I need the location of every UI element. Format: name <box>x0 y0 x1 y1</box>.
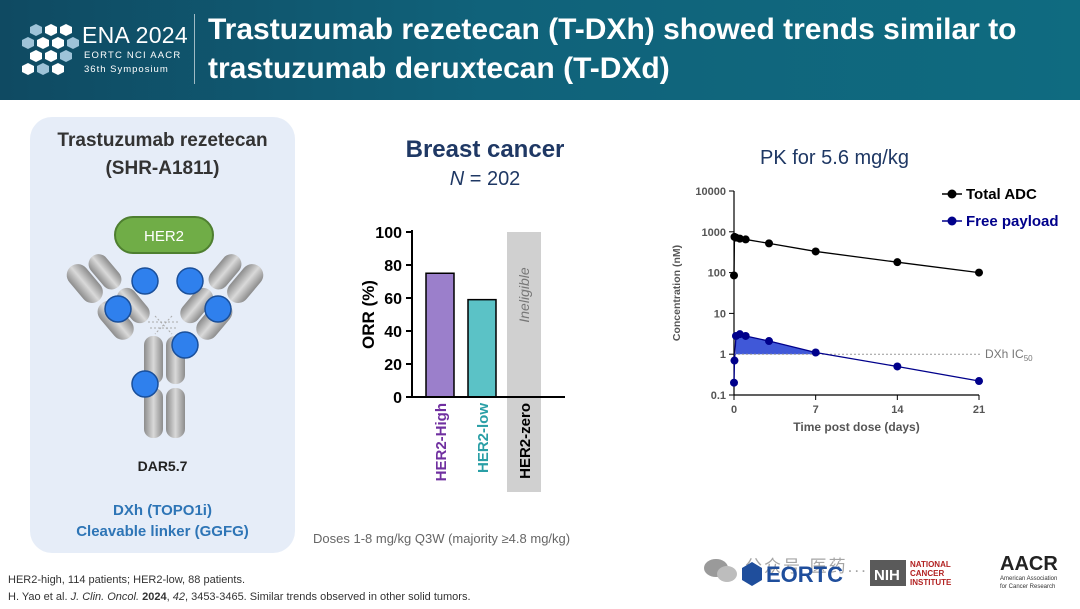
orr-y-tick-label: 100 <box>375 225 402 242</box>
pk-x-tick-label: 7 <box>813 404 819 416</box>
pk-legend-label: Total ADC <box>966 186 1037 203</box>
orr-y-tick-label: 60 <box>384 291 402 308</box>
logo-subtitle: EORTC NCI AACR <box>84 50 182 61</box>
header-bar: ENA 2024 EORTC NCI AACR 36th Symposium T… <box>0 0 1080 100</box>
payload-block: DXh (TOPO1i) Cleavable linker (GGFG) <box>30 500 295 542</box>
antibody-drug-conjugate-icon <box>66 254 264 438</box>
aacr-text: AACR <box>1000 553 1058 575</box>
drug-panel: Trastuzumab rezetecan (SHR-A1811) HER2 <box>30 117 295 553</box>
ref-rest: , 3453-3465. Similar trends observed in … <box>184 591 471 603</box>
ref-authors: H. Yao et al. <box>8 591 71 603</box>
payload-dots-icon <box>104 267 232 398</box>
nci-line-3: INSTITUTE <box>910 578 952 587</box>
orr-category-label: HER2-zero <box>517 403 534 479</box>
orr-bar-ineligible <box>507 232 541 492</box>
pk-point-total-adc <box>975 268 983 277</box>
watermark-text: 公众号·医药... <box>745 557 868 576</box>
orr-n-label: N = 202 <box>380 168 590 191</box>
pk-y-tick-label: 1 <box>720 349 726 361</box>
pk-point-total-adc <box>765 239 773 248</box>
pk-point-free-payload <box>975 377 983 386</box>
payload-label: DXh (TOPO1i) <box>113 502 212 519</box>
orr-y-axis-label: ORR (%) <box>359 280 378 349</box>
orr-bar-chart: 0 20 40 60 80 100 ORR (%) HER2-High HER2-low Inel… <box>359 225 565 492</box>
ena-logo: ENA 2024 EORTC NCI AACR 36th Symposium <box>0 0 200 100</box>
footnote-reference: H. Yao et al. J. Clin. Oncol. 2024, 42, … <box>8 591 471 603</box>
ref-volume: 42 <box>172 591 185 603</box>
pk-x-tick-label: 21 <box>973 404 985 416</box>
logo-symposium: 36th Symposium <box>84 64 169 75</box>
orr-bar <box>467 298 497 398</box>
pk-y-tick-label: 0.1 <box>711 390 726 402</box>
aacr-logo: AACR American Association for Cancer Res… <box>1000 553 1058 590</box>
hexagon-logo-icon <box>22 24 79 75</box>
orr-annotation-ineligible: Ineligible <box>516 267 532 322</box>
n-symbol: N <box>449 168 465 190</box>
aacr-sub-2: for Cancer Research <box>1000 584 1055 590</box>
pk-point-free-payload <box>741 331 750 340</box>
pk-legend-label: Free payload <box>966 213 1059 230</box>
pk-auc-above-ic50 <box>735 334 816 355</box>
dosing-note: Doses 1-8 mg/kg Q3W (majority ≥4.8 mg/kg… <box>313 531 571 546</box>
pk-y-tick-label: 1000 <box>702 227 726 239</box>
partner-logos: EORTC NIH NATIONAL CANCER INSTITUTE AACR… <box>704 553 1058 590</box>
linker-label: Cleavable linker (GGFG) <box>76 523 249 540</box>
orr-y-tick-label: 80 <box>384 258 402 275</box>
pk-point-free-payload <box>730 378 738 387</box>
orr-bar <box>425 272 455 398</box>
nih-text: NIH <box>874 567 900 584</box>
pk-y-tick-label: 10 <box>714 308 726 320</box>
drug-name-block: Trastuzumab rezetecan (SHR-A1811) <box>30 127 295 183</box>
eortc-logo: EORTC <box>742 562 843 587</box>
pk-x-tick-label: 0 <box>731 404 737 416</box>
pk-chart-title: PK for 5.6 mg/kg <box>760 147 909 169</box>
pk-point-total-adc <box>893 258 902 267</box>
eortc-text: EORTC <box>766 562 843 587</box>
pk-x-tick-label: 14 <box>891 404 904 416</box>
pk-point-free-payload <box>765 337 773 346</box>
dar-label: DAR5.7 <box>137 458 188 474</box>
orr-category-label: HER2-High <box>433 403 450 481</box>
aacr-sub-1: American Association <box>1000 576 1057 582</box>
pk-legend-marker <box>947 216 957 226</box>
orr-y-tick-label: 40 <box>384 324 402 341</box>
orr-y-tick-label: 0 <box>393 390 402 407</box>
her2-target-pill: HER2 <box>114 216 214 254</box>
nih-logo: NIH NATIONAL CANCER INSTITUTE <box>870 560 952 587</box>
pk-y-axis-label: Concentration (nM) <box>671 245 683 341</box>
pk-legend-marker <box>947 189 957 199</box>
pk-y-tick-label: 10000 <box>695 186 726 198</box>
n-value: = 202 <box>469 168 521 190</box>
pk-point-total-adc <box>730 271 738 280</box>
nci-line-2: CANCER <box>910 569 944 578</box>
pk-point-free-payload <box>730 356 739 365</box>
ref-year: 2024 <box>142 591 167 603</box>
pk-point-total-adc <box>735 234 744 243</box>
pk-point-free-payload <box>893 362 902 371</box>
header-divider <box>194 14 195 84</box>
pk-line-chart: 0.1 1 10 100 1000 10000 0 7 14 21 Time post dose (… <box>671 186 1059 434</box>
ref-journal: J. Clin. Oncol. <box>70 591 140 603</box>
pk-ic50-label: DXh IC50 <box>985 347 1033 363</box>
wechat-icon <box>704 559 737 582</box>
pk-x-axis-label: Time post dose (days) <box>793 420 919 434</box>
slide-title: Trastuzumab rezetecan (T-DXh) showed tre… <box>208 13 1017 85</box>
drug-code: (SHR-A1811) <box>105 158 220 179</box>
nci-line-1: NATIONAL <box>910 560 951 569</box>
drug-name: Trastuzumab rezetecan <box>57 130 268 151</box>
footnote-patients: HER2-high, 114 patients; HER2-low, 88 pa… <box>8 574 246 586</box>
orr-category-label: HER2-low <box>475 403 492 473</box>
pk-point-free-payload <box>811 348 820 357</box>
orr-y-tick-label: 20 <box>384 357 402 374</box>
pk-point-total-adc <box>741 235 750 244</box>
orr-chart-title: Breast cancer <box>405 136 565 163</box>
logo-title: ENA 2024 <box>82 22 188 48</box>
pk-y-tick-label: 100 <box>708 268 726 280</box>
pk-point-total-adc <box>811 247 820 256</box>
